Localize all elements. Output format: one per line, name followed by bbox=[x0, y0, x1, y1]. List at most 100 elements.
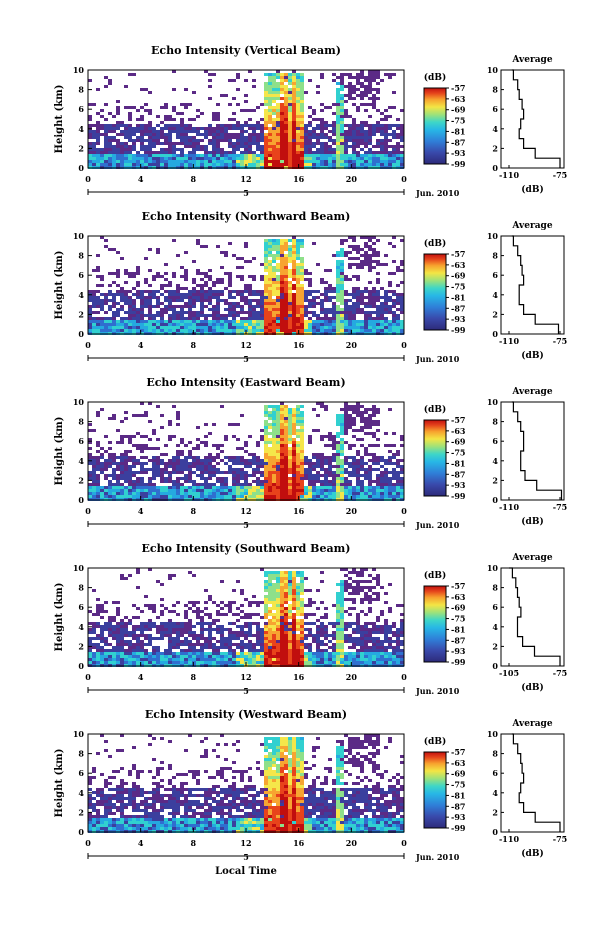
echo-cell bbox=[232, 254, 236, 257]
echo-cell bbox=[356, 257, 360, 260]
echo-cell bbox=[332, 311, 336, 314]
echo-cell bbox=[128, 130, 132, 133]
echo-cell bbox=[256, 483, 260, 486]
echo-cell bbox=[112, 281, 116, 284]
echo-cell bbox=[212, 329, 216, 332]
echo-cell bbox=[324, 127, 328, 130]
echo-cell bbox=[336, 136, 340, 139]
echo-cell bbox=[316, 139, 320, 142]
echo-cell bbox=[176, 296, 180, 299]
echo-cell bbox=[120, 329, 124, 332]
echo-cell bbox=[184, 643, 188, 646]
echo-cell bbox=[316, 85, 320, 88]
echo-cell bbox=[324, 311, 328, 314]
echo-cell bbox=[164, 136, 168, 139]
echo-cell bbox=[88, 130, 92, 133]
echo-cell bbox=[360, 308, 364, 311]
echo-cell bbox=[116, 275, 120, 278]
echo-cell bbox=[272, 432, 276, 435]
echo-cell bbox=[384, 109, 388, 112]
echo-cell bbox=[140, 655, 144, 658]
echo-cell bbox=[160, 610, 164, 613]
echo-cell bbox=[304, 269, 308, 272]
echo-cell bbox=[392, 486, 396, 489]
echo-cell bbox=[216, 142, 220, 145]
echo-cell bbox=[184, 133, 188, 136]
echo-cell bbox=[300, 414, 304, 417]
echo-cell bbox=[136, 281, 140, 284]
colorbar-unit: (dB) bbox=[424, 404, 446, 415]
echo-cell bbox=[160, 302, 164, 305]
echo-cell bbox=[148, 142, 152, 145]
echo-cell bbox=[188, 465, 192, 468]
echo-cell bbox=[288, 239, 292, 242]
echo-cell bbox=[120, 471, 124, 474]
echo-cell bbox=[276, 112, 280, 115]
echo-cell bbox=[264, 73, 268, 76]
echo-cell bbox=[356, 248, 360, 251]
echo-cell bbox=[228, 124, 232, 127]
echo-cell bbox=[276, 290, 280, 293]
echo-cell bbox=[100, 305, 104, 308]
echo-cell bbox=[108, 480, 112, 483]
echo-cell bbox=[364, 453, 368, 456]
echo-cell bbox=[352, 103, 356, 106]
echo-cell bbox=[384, 477, 388, 480]
echo-cell bbox=[244, 477, 248, 480]
echo-cell bbox=[196, 115, 200, 118]
echo-cell bbox=[396, 489, 400, 492]
echo-cell bbox=[216, 314, 220, 317]
echo-cell bbox=[368, 290, 372, 293]
echo-cell bbox=[400, 477, 404, 480]
echo-cell bbox=[348, 320, 352, 323]
echo-cell bbox=[368, 133, 372, 136]
echo-cell bbox=[152, 610, 156, 613]
echo-cell bbox=[296, 293, 300, 296]
average-y-tick-label: 6 bbox=[492, 270, 498, 280]
echo-cell bbox=[332, 296, 336, 299]
echo-cell bbox=[340, 118, 344, 121]
echo-cell bbox=[284, 263, 288, 266]
echo-cell bbox=[184, 320, 188, 323]
echo-cell bbox=[228, 314, 232, 317]
echo-cell bbox=[276, 73, 280, 76]
echo-cell bbox=[224, 320, 228, 323]
echo-cell bbox=[224, 157, 228, 160]
echo-cell bbox=[112, 323, 116, 326]
echo-cell bbox=[280, 486, 284, 489]
echo-cell bbox=[392, 444, 396, 447]
echo-cell bbox=[96, 613, 100, 616]
echo-cell bbox=[180, 103, 184, 106]
echo-cell bbox=[260, 118, 264, 121]
echo-cell bbox=[324, 408, 328, 411]
echo-cell bbox=[276, 85, 280, 88]
echo-cell bbox=[208, 329, 212, 332]
echo-cell bbox=[392, 432, 396, 435]
echo-cell bbox=[336, 486, 340, 489]
echo-cell bbox=[264, 483, 268, 486]
echo-cell bbox=[360, 426, 364, 429]
echo-cell bbox=[108, 628, 112, 631]
echo-cell bbox=[340, 453, 344, 456]
echo-cell bbox=[92, 495, 96, 498]
echo-cell bbox=[292, 73, 296, 76]
echo-cell bbox=[164, 118, 168, 121]
echo-cell bbox=[340, 299, 344, 302]
echo-cell bbox=[376, 239, 380, 242]
echo-cell bbox=[144, 634, 148, 637]
echo-cell bbox=[364, 257, 368, 260]
echo-cell bbox=[184, 296, 188, 299]
echo-cell bbox=[276, 160, 280, 163]
echo-cell bbox=[308, 320, 312, 323]
echo-cell bbox=[192, 127, 196, 130]
echo-cell bbox=[236, 136, 240, 139]
echo-cell bbox=[152, 625, 156, 628]
echo-cell bbox=[272, 106, 276, 109]
echo-cell bbox=[256, 302, 260, 305]
echo-cell bbox=[248, 453, 252, 456]
echo-cell bbox=[144, 628, 148, 631]
echo-cell bbox=[136, 628, 140, 631]
echo-cell bbox=[148, 655, 152, 658]
echo-cell bbox=[372, 296, 376, 299]
echo-cell bbox=[340, 151, 344, 154]
